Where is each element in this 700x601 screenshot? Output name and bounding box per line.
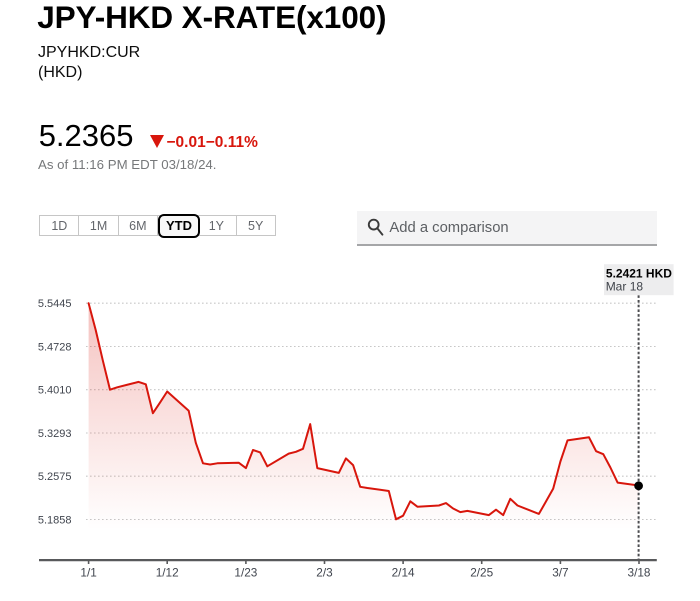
svg-text:1/12: 1/12 [156, 565, 179, 579]
svg-text:5.4010: 5.4010 [38, 385, 72, 397]
svg-text:Mar 18: Mar 18 [606, 280, 644, 294]
svg-text:3/7: 3/7 [552, 565, 568, 579]
svg-text:2/25: 2/25 [470, 565, 493, 579]
svg-text:1/23: 1/23 [234, 565, 257, 579]
svg-text:2/3: 2/3 [316, 565, 333, 579]
svg-text:1/1: 1/1 [80, 565, 96, 579]
svg-text:5.5445: 5.5445 [38, 298, 72, 310]
svg-text:5.2575: 5.2575 [38, 471, 72, 483]
svg-text:5.2421 HKD: 5.2421 HKD [606, 267, 672, 281]
svg-text:5.3293: 5.3293 [38, 428, 72, 440]
svg-text:5.1858: 5.1858 [38, 515, 72, 527]
svg-text:2/14: 2/14 [392, 565, 415, 579]
svg-text:5.4728: 5.4728 [38, 342, 72, 354]
svg-text:3/18: 3/18 [628, 565, 651, 579]
